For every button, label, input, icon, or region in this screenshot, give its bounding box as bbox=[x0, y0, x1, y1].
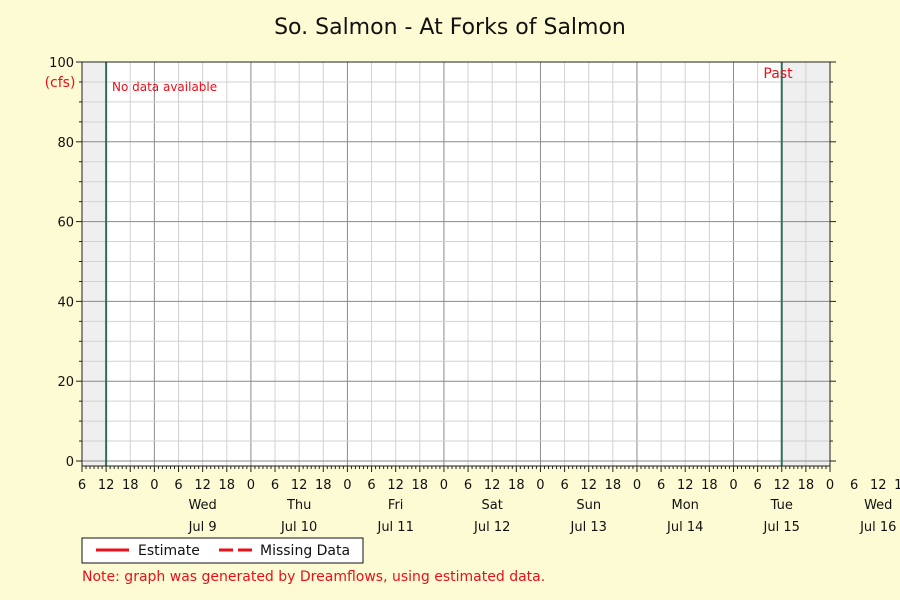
plot-area bbox=[82, 62, 830, 466]
x-date-label: Jul 13 bbox=[570, 520, 607, 535]
x-hour-label: 6 bbox=[850, 478, 858, 493]
x-hour-label: 0 bbox=[729, 478, 737, 493]
x-hour-label: 18 bbox=[122, 478, 139, 493]
x-weekday-label: Thu bbox=[286, 498, 311, 513]
x-hour-label: 12 bbox=[98, 478, 115, 493]
x-hour-label: 6 bbox=[753, 478, 761, 493]
x-hour-label: 6 bbox=[367, 478, 375, 493]
no-data-annotation: No data available bbox=[112, 80, 217, 94]
x-hour-label: 18 bbox=[315, 478, 332, 493]
legend-estimate-label: Estimate bbox=[138, 543, 200, 559]
x-hour-label: 12 bbox=[291, 478, 308, 493]
x-hour-label: 12 bbox=[194, 478, 211, 493]
x-hour-label: 0 bbox=[536, 478, 544, 493]
y-tick-label: 100 bbox=[49, 56, 74, 71]
footnote: Note: graph was generated by Dreamflows,… bbox=[82, 569, 545, 585]
x-hour-label: 18 bbox=[798, 478, 815, 493]
x-hour-label: 0 bbox=[633, 478, 641, 493]
x-hour-label: 0 bbox=[247, 478, 255, 493]
legend: Estimate Missing Data bbox=[81, 537, 364, 564]
y-axis-unit-label: (cfs) bbox=[45, 75, 76, 91]
x-date-label: Jul 15 bbox=[763, 520, 800, 535]
x-date-label: Jul 9 bbox=[188, 520, 217, 535]
x-hour-label: 18 bbox=[894, 478, 900, 493]
x-hour-label: 12 bbox=[870, 478, 887, 493]
x-hour-label: 6 bbox=[271, 478, 279, 493]
x-hour-label: 12 bbox=[484, 478, 501, 493]
x-hour-label: 6 bbox=[560, 478, 568, 493]
y-tick-label: 40 bbox=[57, 295, 74, 310]
x-date-label: Jul 10 bbox=[280, 520, 317, 535]
x-date-label: Jul 14 bbox=[666, 520, 703, 535]
x-hour-label: 6 bbox=[657, 478, 665, 493]
x-weekday-label: Fri bbox=[388, 498, 404, 513]
y-tick-label: 0 bbox=[66, 455, 74, 470]
x-hour-label: 0 bbox=[343, 478, 351, 493]
x-hour-label: 18 bbox=[605, 478, 622, 493]
y-tick-label: 80 bbox=[57, 136, 74, 151]
x-hour-label: 0 bbox=[440, 478, 448, 493]
past-annotation: Past bbox=[763, 66, 793, 82]
x-hour-label: 6 bbox=[174, 478, 182, 493]
x-hour-label: 18 bbox=[219, 478, 236, 493]
x-weekday-label: Sun bbox=[576, 498, 601, 513]
x-hour-label: 18 bbox=[701, 478, 718, 493]
x-hour-label: 12 bbox=[580, 478, 597, 493]
x-weekday-label: Sat bbox=[482, 498, 503, 513]
x-date-label: Jul 12 bbox=[473, 520, 510, 535]
x-hour-label: 0 bbox=[826, 478, 834, 493]
x-hour-label: 18 bbox=[412, 478, 429, 493]
plot-frame bbox=[81, 61, 831, 467]
legend-missing-label: Missing Data bbox=[260, 543, 350, 559]
x-hour-label: 18 bbox=[508, 478, 525, 493]
x-hour-label: 6 bbox=[464, 478, 472, 493]
x-weekday-label: Tue bbox=[770, 498, 793, 513]
shaded-region-start bbox=[82, 62, 107, 466]
x-hour-label: 0 bbox=[150, 478, 158, 493]
x-hour-label: 12 bbox=[677, 478, 694, 493]
y-tick-label: 60 bbox=[57, 216, 74, 231]
x-weekday-label: Mon bbox=[672, 498, 699, 513]
y-tick-label: 20 bbox=[57, 375, 74, 390]
x-hour-label: 12 bbox=[387, 478, 404, 493]
x-weekday-label: Wed bbox=[864, 498, 892, 513]
x-hour-label: 12 bbox=[773, 478, 790, 493]
chart-title: So. Salmon - At Forks of Salmon bbox=[274, 15, 626, 40]
x-date-label: Jul 11 bbox=[376, 520, 413, 535]
x-hour-label: 6 bbox=[78, 478, 86, 493]
x-date-label: Jul 16 bbox=[859, 520, 896, 535]
x-weekday-label: Wed bbox=[188, 498, 216, 513]
